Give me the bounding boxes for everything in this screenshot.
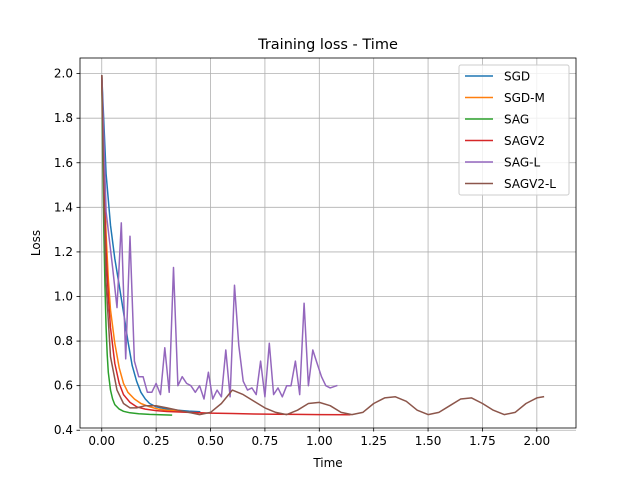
plot-area-frame	[79, 57, 577, 429]
legend-label-sgd-m: SGD-M	[504, 91, 545, 105]
x-tick-label: 0.25	[143, 434, 170, 448]
x-axis-label: Time	[312, 456, 342, 470]
legend-label-sagv2-l: SAGV2-L	[504, 177, 556, 191]
series-line-sgd-m	[101, 75, 181, 412]
y-tick-label: 1.2	[54, 245, 73, 259]
series-lines	[101, 75, 545, 416]
x-tick-label: 0.75	[252, 434, 279, 448]
y-tick-label: 1.0	[54, 289, 73, 303]
legend-label-sag-l: SAG-L	[504, 156, 540, 170]
y-axis-ticks: 0.4 0.6 0.8 1.0 1.2 1.4 1.6 1.8 2.0	[54, 67, 80, 437]
legend-label-sgd: SGD	[504, 70, 530, 84]
series-line-sgd	[101, 75, 201, 413]
y-tick-label: 0.4	[54, 423, 73, 437]
legend-label-sag: SAG	[504, 113, 529, 127]
y-tick-label: 1.6	[54, 156, 73, 170]
x-tick-label: 1.50	[415, 434, 442, 448]
legend-entries: SGD SGD-M SAG SAGV2 SAG-L SAGV2-L	[465, 70, 556, 191]
legend: SGD SGD-M SAG SAGV2 SAG-L SAGV2-L	[458, 64, 570, 196]
series-line-sagv2	[101, 75, 351, 416]
series-line-sagv2-l	[101, 75, 545, 416]
x-axis-ticks: 0.00 0.25 0.50 0.75 1.00 1.25 1.50 1.75 2.00	[88, 428, 550, 448]
y-tick-label: 0.8	[54, 334, 73, 348]
legend-label-sagv2: SAGV2	[504, 134, 545, 148]
x-tick-label: 1.00	[306, 434, 333, 448]
x-tick-label: 1.75	[469, 434, 496, 448]
series-line-sag	[101, 75, 173, 416]
y-tick-label: 2.0	[54, 67, 73, 81]
x-tick-label: 1.25	[360, 434, 387, 448]
y-axis-label: Loss	[29, 230, 43, 256]
x-tick-label: 0.00	[88, 434, 115, 448]
y-tick-label: 0.6	[54, 379, 73, 393]
y-tick-label: 1.8	[54, 111, 73, 125]
x-tick-label: 2.00	[523, 434, 550, 448]
legend-box	[458, 64, 570, 196]
series-line-sag-l	[101, 75, 338, 400]
chart-title: Training loss - Time	[257, 37, 398, 53]
y-tick-label: 1.4	[54, 200, 73, 214]
x-tick-label: 0.50	[197, 434, 224, 448]
